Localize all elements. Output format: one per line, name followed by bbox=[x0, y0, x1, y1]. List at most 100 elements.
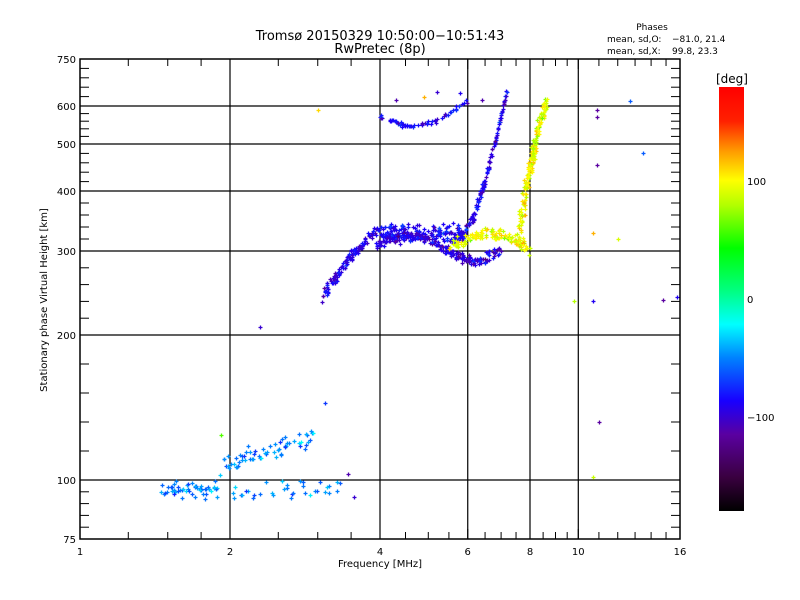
phase-stats-o-label: mean, sd,O: bbox=[607, 35, 661, 45]
data-point bbox=[591, 231, 596, 236]
data-point bbox=[489, 152, 494, 157]
data-point bbox=[438, 234, 443, 239]
data-point bbox=[327, 491, 332, 496]
data-point bbox=[471, 262, 476, 267]
data-point bbox=[526, 161, 531, 166]
data-point bbox=[496, 253, 501, 258]
data-point bbox=[323, 289, 328, 294]
data-point bbox=[396, 121, 401, 126]
data-point bbox=[347, 252, 352, 257]
data-point bbox=[487, 159, 492, 164]
data-point bbox=[233, 485, 238, 490]
data-point bbox=[337, 267, 342, 272]
data-point bbox=[504, 94, 509, 99]
data-point bbox=[497, 247, 502, 252]
phase-stats-x-values: 99.8, 23.3 bbox=[672, 47, 718, 57]
data-point bbox=[190, 492, 195, 497]
data-point bbox=[244, 489, 249, 494]
x-tick-label: 16 bbox=[674, 547, 687, 558]
data-point bbox=[229, 462, 234, 467]
data-point bbox=[338, 481, 343, 486]
data-point bbox=[190, 481, 195, 486]
y-tick-labels: 75 100 200 300 400 500 600 750 bbox=[57, 55, 76, 546]
data-point bbox=[521, 243, 526, 248]
data-point bbox=[456, 228, 461, 233]
y-tick-label: 75 bbox=[63, 535, 76, 546]
data-point bbox=[463, 233, 468, 238]
chart-title: Tromsø 20150329 10:50:00−10:51:43 bbox=[255, 29, 505, 44]
data-point bbox=[444, 251, 449, 256]
data-point bbox=[219, 433, 224, 438]
data-point bbox=[283, 435, 288, 440]
data-point bbox=[480, 186, 485, 191]
data-point bbox=[408, 124, 413, 129]
data-point bbox=[400, 223, 405, 228]
data-point bbox=[535, 127, 540, 132]
data-point bbox=[476, 204, 481, 209]
data-point bbox=[448, 251, 453, 256]
data-point bbox=[460, 256, 465, 261]
data-point bbox=[502, 236, 507, 241]
data-point bbox=[526, 174, 531, 179]
data-point bbox=[438, 247, 443, 252]
data-point bbox=[572, 299, 577, 304]
data-point bbox=[457, 255, 462, 260]
data-point bbox=[524, 244, 529, 249]
data-point bbox=[243, 458, 248, 463]
data-point bbox=[381, 227, 386, 232]
data-point bbox=[378, 240, 383, 245]
data-point bbox=[522, 248, 527, 253]
data-point bbox=[430, 240, 435, 245]
data-point bbox=[628, 99, 633, 104]
data-point bbox=[486, 252, 491, 257]
data-point bbox=[412, 123, 417, 128]
data-point bbox=[520, 199, 525, 204]
data-point bbox=[464, 227, 469, 232]
data-point bbox=[258, 492, 263, 497]
data-point bbox=[315, 489, 320, 494]
data-point bbox=[431, 228, 436, 233]
data-point bbox=[176, 485, 181, 490]
data-point bbox=[457, 104, 462, 109]
data-point bbox=[484, 233, 489, 238]
data-point bbox=[264, 480, 269, 485]
data-point bbox=[470, 215, 475, 220]
data-point bbox=[420, 122, 425, 127]
data-point bbox=[446, 113, 451, 118]
data-point bbox=[544, 101, 549, 106]
phase-stats-o-values: −81.0, 21.4 bbox=[672, 35, 726, 45]
data-point bbox=[441, 222, 446, 227]
data-point bbox=[388, 239, 393, 244]
data-point bbox=[415, 236, 420, 241]
data-point bbox=[301, 480, 306, 485]
data-point bbox=[462, 101, 467, 106]
data-point bbox=[360, 241, 365, 246]
data-point bbox=[227, 466, 232, 471]
data-point bbox=[393, 239, 398, 244]
data-point bbox=[492, 247, 497, 252]
data-point bbox=[299, 440, 304, 445]
data-point bbox=[482, 179, 487, 184]
data-point bbox=[176, 489, 181, 494]
data-point bbox=[393, 224, 398, 229]
data-point bbox=[460, 251, 465, 256]
data-point bbox=[484, 175, 489, 180]
data-point bbox=[170, 489, 175, 494]
data-point bbox=[527, 171, 532, 176]
data-point bbox=[328, 277, 333, 282]
data-point bbox=[539, 112, 544, 117]
data-point bbox=[215, 495, 220, 500]
data-point bbox=[372, 226, 377, 231]
data-point bbox=[456, 245, 461, 250]
data-point bbox=[519, 228, 524, 233]
data-point bbox=[389, 119, 394, 124]
data-point bbox=[318, 480, 323, 485]
data-point bbox=[298, 444, 303, 449]
data-point bbox=[435, 90, 440, 95]
data-point bbox=[309, 429, 314, 434]
data-point bbox=[304, 443, 309, 448]
data-point bbox=[322, 286, 327, 291]
data-point bbox=[454, 257, 459, 262]
data-point bbox=[536, 124, 541, 129]
data-point bbox=[160, 483, 165, 488]
